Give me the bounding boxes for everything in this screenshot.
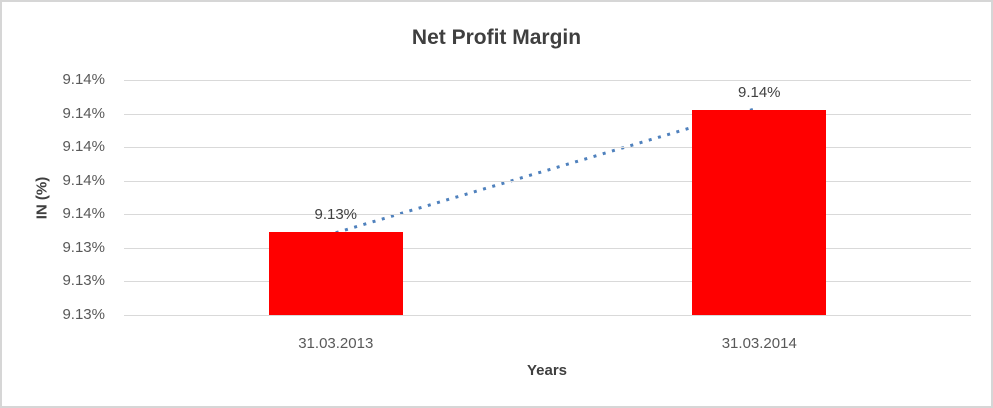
chart-title: Net Profit Margin	[411, 26, 582, 49]
gridline	[124, 214, 971, 216]
x-axis-title: Years	[526, 362, 568, 379]
gridline	[124, 113, 971, 115]
y-tick-label: 9.13%	[62, 272, 105, 290]
gridline	[124, 80, 971, 81]
trendline	[335, 106, 760, 235]
bar-31.03.2014	[692, 109, 827, 315]
bar-data-label: 9.13%	[314, 205, 358, 223]
trendline-layer	[335, 106, 760, 235]
x-tick-label: 31.03.2014	[721, 335, 797, 352]
gridline	[124, 147, 971, 149]
y-tick-label: 9.14%	[62, 171, 105, 189]
gridline	[124, 315, 971, 316]
bar-31.03.2013	[268, 231, 403, 315]
y-tick-label: 9.14%	[62, 104, 105, 122]
y-tick-label: 9.13%	[62, 306, 105, 323]
gridline	[124, 281, 971, 283]
y-tick-label: 9.14%	[62, 138, 105, 156]
plot-area	[124, 80, 971, 316]
y-tick-label: 9.13%	[62, 238, 105, 256]
bar-data-label: 9.14%	[737, 83, 781, 101]
y-tick-label: 9.14%	[62, 205, 105, 223]
x-tick-label: 31.03.2013	[298, 335, 374, 352]
gridline	[124, 180, 971, 182]
y-tick-label: 9.14%	[62, 71, 105, 88]
gridline	[124, 247, 971, 249]
